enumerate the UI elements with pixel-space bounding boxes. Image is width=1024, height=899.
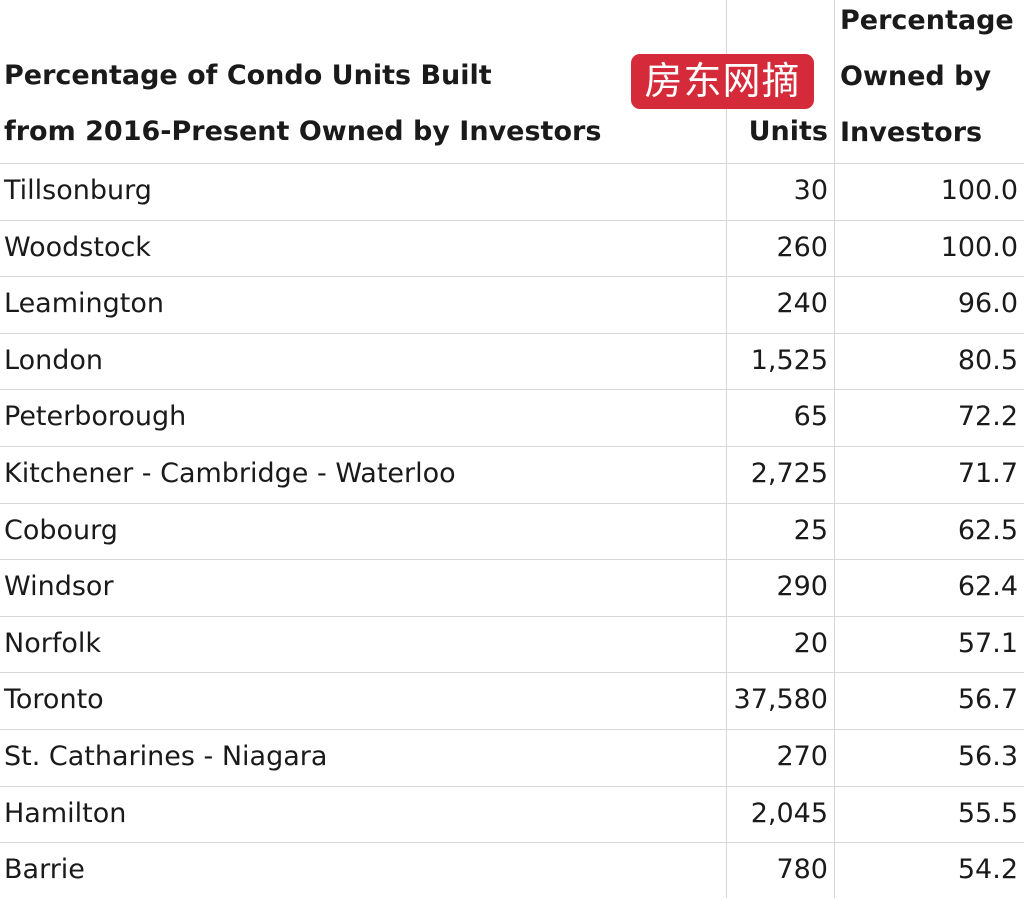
table-row: Peterborough 65 72.2 — [0, 389, 1024, 446]
table-row: London 1,525 80.5 — [0, 333, 1024, 390]
row-divider — [0, 163, 1024, 164]
row-units-cell: 780 — [776, 854, 828, 886]
row-percentage-cell: 56.7 — [957, 684, 1018, 716]
table-row: Woodstock 260 100.0 — [0, 220, 1024, 277]
table-row: Leamington 240 96.0 — [0, 276, 1024, 333]
percentage-header-line3: Investors — [840, 117, 983, 148]
row-units-cell: 20 — [793, 627, 828, 659]
row-percentage-cell: 54.2 — [957, 854, 1018, 886]
watermark-badge: 房东网摘 — [631, 54, 814, 109]
row-units-cell: 2,045 — [750, 797, 828, 829]
table-row: Cobourg 25 62.5 — [0, 503, 1024, 560]
row-divider — [0, 332, 1024, 334]
row-percentage-cell: 56.3 — [957, 741, 1018, 772]
row-units-cell: 2,725 — [750, 458, 828, 489]
row-name-cell: Leamington — [4, 288, 164, 320]
row-units-cell: 240 — [776, 288, 828, 320]
row-percentage-cell: 100.0 — [940, 231, 1018, 263]
row-units-cell: 30 — [793, 175, 828, 206]
row-name-cell: London — [4, 344, 103, 376]
row-percentage-cell: 57.1 — [957, 627, 1018, 659]
row-name-cell: Hamilton — [4, 797, 127, 829]
row-divider — [0, 559, 1024, 561]
row-units-cell: 290 — [776, 571, 828, 603]
table-title-line2: from 2016-Present Owned by Investors — [4, 116, 602, 147]
table-title-line1: Percentage of Condo Units Built — [4, 60, 492, 91]
row-name-cell: Peterborough — [4, 401, 187, 433]
percentage-header-line1: Percentage — [840, 5, 1014, 36]
row-percentage-cell: 55.5 — [957, 797, 1018, 829]
row-divider — [0, 615, 1024, 617]
row-units-cell: 65 — [793, 401, 828, 433]
row-name-cell: Cobourg — [4, 514, 118, 546]
row-name-cell: Barrie — [4, 854, 85, 886]
row-divider — [0, 446, 1024, 447]
row-units-cell: 1,525 — [750, 344, 828, 376]
row-divider — [0, 842, 1024, 844]
row-name-cell: Woodstock — [4, 231, 151, 263]
row-percentage-cell: 72.2 — [957, 401, 1018, 433]
column-divider-units — [726, 0, 727, 898]
table-row: Norfolk 20 57.1 — [0, 616, 1024, 673]
row-divider — [0, 729, 1024, 730]
table-row: Barrie 780 54.2 — [0, 842, 1024, 899]
row-percentage-cell: 80.5 — [957, 344, 1018, 376]
units-column-header: Units — [748, 116, 828, 147]
table-row: Hamilton 2,045 55.5 — [0, 786, 1024, 843]
row-divider — [0, 219, 1024, 221]
table-row: St. Catharines - Niagara 270 56.3 — [0, 729, 1024, 786]
row-name-cell: Windsor — [4, 571, 114, 603]
row-percentage-cell: 62.5 — [957, 514, 1018, 546]
row-units-cell: 37,580 — [733, 684, 828, 716]
column-divider-percentage — [834, 0, 835, 898]
row-units-cell: 260 — [776, 231, 828, 263]
row-divider — [0, 785, 1024, 787]
row-divider — [0, 672, 1024, 674]
table-row: Kitchener - Cambridge - Waterloo 2,725 71.… — [0, 446, 1024, 503]
row-percentage-cell: 100.0 — [940, 175, 1018, 206]
row-units-cell: 270 — [776, 741, 828, 772]
table-row: Tillsonburg 30 100.0 — [0, 163, 1024, 220]
row-percentage-cell: 62.4 — [957, 571, 1018, 603]
row-divider — [0, 276, 1024, 278]
row-name-cell: Tillsonburg — [4, 175, 152, 206]
row-name-cell: Toronto — [4, 684, 104, 716]
percentage-header-line2: Owned by — [840, 61, 992, 92]
row-name-cell: Norfolk — [4, 627, 101, 659]
row-percentage-cell: 96.0 — [957, 288, 1018, 320]
row-percentage-cell: 71.7 — [957, 458, 1018, 489]
row-divider — [0, 389, 1024, 391]
row-divider — [0, 502, 1024, 504]
table-row: Toronto 37,580 56.7 — [0, 672, 1024, 729]
table-row: Windsor 290 62.4 — [0, 559, 1024, 616]
row-name-cell: St. Catharines - Niagara — [4, 741, 328, 772]
percentage-column-header: Percentage Owned by Investors — [840, 0, 1014, 161]
row-name-cell: Kitchener - Cambridge - Waterloo — [4, 458, 456, 489]
table-title: Percentage of Condo Units Built from 201… — [4, 48, 601, 160]
row-units-cell: 25 — [793, 514, 828, 546]
